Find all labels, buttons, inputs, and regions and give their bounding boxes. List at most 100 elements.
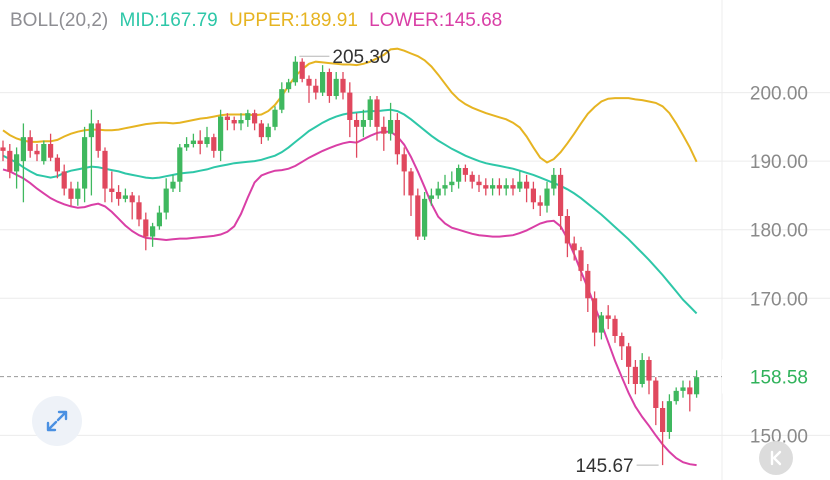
- upper-band-line: [2, 47, 698, 164]
- candle-body: [7, 150, 13, 172]
- candle-body: [245, 113, 251, 120]
- candle: [673, 387, 679, 405]
- candle-body: [41, 144, 47, 162]
- candle: [632, 360, 638, 395]
- candle-body: [367, 99, 373, 120]
- candle-body: [660, 408, 666, 432]
- candle-body: [503, 185, 509, 189]
- candle: [102, 147, 108, 203]
- candle: [75, 181, 81, 206]
- scroll-to-start-button[interactable]: [759, 441, 793, 475]
- candle: [163, 178, 169, 220]
- candle: [524, 174, 530, 203]
- candle: [116, 185, 122, 206]
- candle: [238, 113, 244, 131]
- candle-body: [435, 188, 441, 196]
- candle-body: [68, 188, 74, 199]
- candle-body: [122, 195, 128, 199]
- candle: [585, 264, 591, 312]
- candle: [564, 209, 570, 258]
- candle-body: [177, 147, 183, 182]
- candle-body: [265, 126, 271, 138]
- candle: [666, 394, 672, 439]
- candle-body: [333, 78, 339, 96]
- candle-body: [61, 171, 67, 189]
- candle-body: [673, 390, 679, 402]
- candle: [136, 195, 142, 227]
- candle-body: [551, 174, 557, 189]
- candle: [598, 312, 604, 340]
- candle: [646, 356, 652, 395]
- candle: [483, 178, 489, 196]
- candle: [129, 192, 135, 220]
- legend-upper-value: UPPER:189.91: [229, 10, 358, 31]
- candle-body: [374, 99, 380, 127]
- candle: [639, 353, 645, 388]
- candle-body: [82, 137, 88, 189]
- candle: [286, 78, 292, 93]
- candle-body: [292, 61, 298, 83]
- y-tick-label: 190.00: [750, 152, 808, 173]
- candle-body: [129, 195, 135, 203]
- candle-body: [224, 116, 230, 120]
- candle-body: [469, 174, 475, 182]
- candle: [258, 120, 264, 144]
- candle: [517, 171, 523, 192]
- candle: [619, 332, 625, 360]
- candle-body: [34, 150, 40, 155]
- candle-body: [75, 188, 81, 199]
- candle-body: [109, 188, 115, 192]
- candle-body: [0, 147, 6, 151]
- candle: [170, 174, 176, 192]
- candle-body: [639, 360, 645, 384]
- candle: [299, 58, 305, 83]
- candle: [476, 174, 482, 192]
- candle: [428, 188, 434, 206]
- candle-body: [388, 120, 394, 134]
- candle-body: [27, 137, 33, 151]
- candle: [0, 140, 6, 162]
- candle: [388, 102, 394, 141]
- candle-body: [585, 270, 591, 299]
- candle-body: [136, 202, 142, 220]
- candle: [41, 140, 47, 165]
- candle: [456, 164, 462, 189]
- candle: [571, 236, 577, 261]
- candle: [401, 147, 407, 196]
- candle: [218, 109, 224, 162]
- candle: [61, 164, 67, 196]
- candle-body: [544, 188, 550, 206]
- candle: [150, 222, 156, 247]
- candle: [415, 188, 421, 240]
- candle: [442, 174, 448, 196]
- candle: [143, 212, 149, 251]
- candle-body: [313, 85, 319, 93]
- candle-body: [666, 401, 672, 432]
- candle: [211, 133, 217, 158]
- candle-body: [558, 174, 564, 216]
- candle: [326, 68, 332, 103]
- expand-chart-button[interactable]: [32, 396, 82, 446]
- candle-body: [14, 154, 20, 172]
- candle-body: [646, 360, 652, 381]
- candle-body: [231, 120, 237, 124]
- candle-body: [694, 377, 700, 395]
- candle-body: [619, 336, 625, 347]
- candle: [537, 195, 543, 216]
- candle: [694, 370, 700, 398]
- candle-body: [626, 346, 632, 367]
- candle-body: [612, 318, 618, 336]
- candle-body: [163, 188, 169, 213]
- candle: [660, 401, 666, 466]
- indicator-legend: BOLL(20,2) MID:167.79 UPPER:189.91 LOWER…: [10, 10, 508, 32]
- candle-body: [408, 171, 414, 196]
- candle: [313, 78, 319, 100]
- candle: [449, 171, 455, 192]
- mid-band-line: [2, 108, 698, 315]
- candle-body: [381, 126, 387, 134]
- candle: [435, 181, 441, 199]
- candle-body: [218, 116, 224, 151]
- candle-body: [401, 154, 407, 172]
- candle-body: [20, 137, 26, 162]
